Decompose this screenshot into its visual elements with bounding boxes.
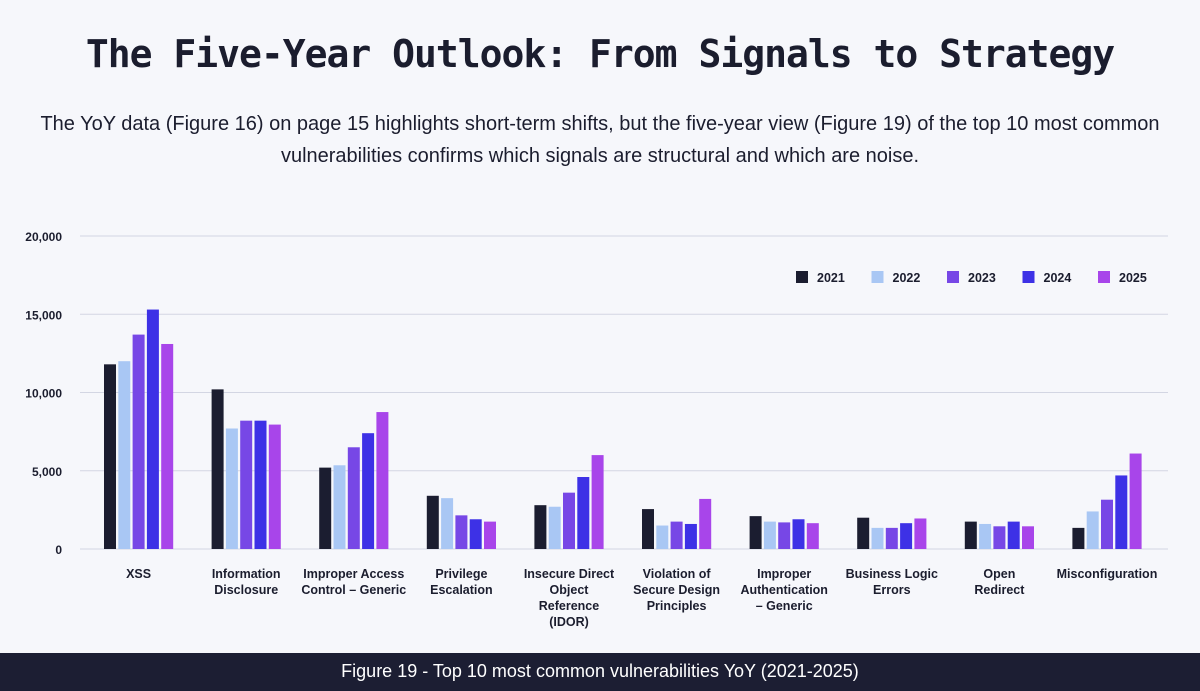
bar-2025	[699, 498, 712, 549]
bar-2022	[1086, 511, 1099, 549]
bar-2022	[225, 428, 238, 549]
x-tick-label: Privilege Escalation	[430, 567, 493, 597]
bar-2021	[857, 517, 870, 549]
y-tick-label: 15,000	[25, 308, 62, 322]
bar-2024	[362, 433, 375, 549]
bar-2024	[684, 523, 697, 549]
bar-2022	[656, 525, 669, 549]
bar-2021	[642, 509, 654, 549]
x-tick-label: Open Redirect	[974, 567, 1025, 597]
y-axis-ticks: 0 5,000 10,000 15,000 20,000	[25, 230, 62, 557]
bar-2025	[591, 455, 604, 549]
x-tick-label: Improper Access Control – Generic	[301, 567, 406, 597]
legend-swatch-2022	[871, 271, 884, 283]
bar-2023	[240, 420, 253, 549]
bar-2024	[577, 477, 590, 549]
bar-2024	[792, 519, 805, 549]
bar-2025	[1022, 526, 1034, 549]
bar-2025	[1129, 453, 1142, 549]
legend-label-2023: 2023	[968, 271, 996, 285]
legend-label-2025: 2025	[1119, 271, 1147, 285]
x-tick-label: Improper Authentication – Generic	[740, 567, 828, 613]
page-title: The Five-Year Outlook: From Signals to S…	[85, 32, 1115, 76]
bar-2022	[763, 521, 776, 549]
bar-2025	[914, 518, 927, 549]
bar-2024	[900, 523, 913, 549]
y-tick-label: 20,000	[25, 230, 62, 244]
bar-2021	[964, 521, 977, 549]
bar-2023	[1101, 499, 1113, 549]
bar-2022	[441, 498, 454, 549]
bar-2023	[455, 515, 468, 549]
bar-2021	[426, 495, 439, 549]
bar-2021	[749, 516, 762, 549]
bar-2025	[806, 523, 819, 549]
bar-2024	[1007, 521, 1020, 549]
bar-2022	[333, 465, 346, 549]
x-tick-label: Violation of Secure Design Principles	[633, 567, 720, 613]
bar-2025	[376, 412, 389, 549]
bar-2025	[484, 521, 496, 549]
bar-chart: 0 5,000 10,000 15,000 20,000 XSS Information D…	[25, 230, 1168, 629]
bars	[104, 309, 1142, 549]
bar-2023	[993, 526, 1006, 549]
bar-2024	[469, 519, 482, 549]
bar-2023	[670, 521, 683, 549]
x-tick-label: Misconfiguration	[1057, 567, 1158, 581]
legend-swatch-2021	[796, 271, 808, 283]
y-tick-label: 5,000	[32, 465, 62, 479]
bar-2021	[104, 364, 116, 549]
x-tick-label: Insecure Direct Object Reference (IDOR)	[524, 567, 615, 629]
legend-swatch-2023	[947, 271, 959, 283]
legend-label-2024: 2024	[1044, 271, 1072, 285]
bar-2022	[979, 523, 992, 549]
bar-2022	[871, 527, 884, 549]
legend-swatch-2025	[1098, 271, 1110, 283]
bar-2023	[132, 334, 145, 549]
bar-2022	[118, 361, 131, 549]
bar-2024	[254, 420, 267, 549]
x-axis-labels: XSS Information Disclosure Improper Access C…	[126, 567, 1157, 629]
bar-2023	[563, 492, 575, 549]
bar-2025	[161, 343, 174, 549]
figure-caption: Figure 19 - Top 10 most common vulnerabi…	[0, 653, 1200, 691]
bar-2021	[319, 467, 332, 549]
bar-2021	[534, 505, 547, 549]
bar-2021	[1072, 527, 1085, 549]
bar-2023	[885, 527, 898, 549]
legend-label-2021: 2021	[817, 271, 845, 285]
bar-2025	[268, 424, 281, 549]
y-tick-label: 10,000	[25, 387, 62, 401]
legend-swatch-2024	[1022, 271, 1035, 283]
x-tick-label: Information Disclosure	[212, 567, 281, 597]
x-tick-label: XSS	[126, 567, 151, 581]
x-tick-label: Business Logic Errors	[846, 567, 938, 597]
bar-2024	[1115, 475, 1128, 549]
bar-2024	[146, 309, 159, 549]
bar-2023	[347, 447, 360, 549]
bar-2023	[778, 522, 791, 549]
legend: 2021 2022 2023 2024 2025	[796, 271, 1147, 285]
y-tick-label: 0	[55, 543, 62, 557]
bar-2021	[211, 389, 224, 549]
page-subtitle: The YoY data (Figure 16) on page 15 high…	[40, 113, 1160, 167]
bar-2022	[548, 506, 561, 549]
legend-label-2022: 2022	[893, 271, 921, 285]
